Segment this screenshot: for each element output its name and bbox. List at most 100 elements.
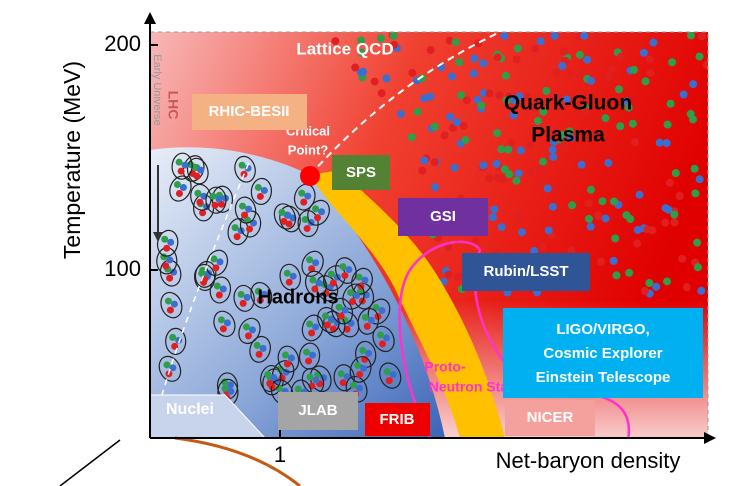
particle bbox=[383, 334, 391, 342]
universe-path bbox=[150, 159, 251, 438]
particle bbox=[285, 278, 293, 286]
hadron bbox=[323, 265, 346, 292]
particle bbox=[246, 225, 254, 233]
particle bbox=[690, 164, 699, 173]
particle bbox=[309, 276, 317, 284]
particle bbox=[515, 213, 524, 222]
particle bbox=[505, 170, 514, 179]
particle bbox=[544, 226, 553, 235]
particle bbox=[396, 110, 405, 119]
particle bbox=[372, 325, 395, 353]
facility-box bbox=[332, 155, 390, 190]
z-axis bbox=[59, 439, 121, 486]
particle bbox=[363, 322, 371, 330]
hadron bbox=[379, 362, 402, 389]
particle bbox=[298, 189, 306, 197]
particle bbox=[504, 145, 513, 154]
particle bbox=[209, 192, 217, 200]
particle bbox=[629, 65, 638, 74]
x-axis-label: Net-baryon density bbox=[496, 448, 681, 473]
particle bbox=[490, 205, 499, 214]
particle bbox=[169, 364, 177, 372]
particle bbox=[307, 199, 330, 226]
particle bbox=[321, 312, 329, 320]
particle bbox=[649, 38, 658, 47]
transition-band bbox=[310, 170, 505, 438]
particle bbox=[233, 233, 241, 241]
particle bbox=[537, 178, 546, 187]
particle bbox=[582, 107, 591, 116]
particle bbox=[351, 63, 360, 72]
pns-label: Neutron Stars bbox=[429, 379, 522, 395]
facility-box bbox=[462, 253, 590, 291]
particle bbox=[260, 364, 282, 393]
particle bbox=[191, 163, 199, 171]
particle bbox=[389, 32, 398, 40]
particle bbox=[259, 344, 267, 352]
particle bbox=[239, 299, 247, 307]
particle bbox=[341, 306, 349, 314]
particle bbox=[559, 143, 568, 152]
particle bbox=[697, 286, 706, 295]
particle bbox=[585, 214, 594, 223]
hadron bbox=[250, 281, 273, 309]
particle bbox=[376, 34, 385, 43]
particle bbox=[273, 203, 297, 230]
particle bbox=[531, 44, 540, 53]
particle bbox=[301, 314, 324, 342]
particle bbox=[312, 205, 320, 213]
facility-box bbox=[365, 403, 430, 436]
particle bbox=[347, 289, 355, 297]
particle bbox=[215, 195, 223, 203]
particle bbox=[501, 71, 510, 80]
particle bbox=[205, 269, 213, 277]
particle bbox=[526, 168, 535, 177]
particle bbox=[643, 225, 652, 234]
particle bbox=[408, 68, 417, 77]
particle bbox=[454, 272, 463, 281]
particle bbox=[359, 346, 367, 354]
particle bbox=[612, 271, 621, 280]
particle bbox=[586, 222, 595, 231]
particle bbox=[219, 285, 227, 293]
particle bbox=[213, 310, 236, 338]
particle bbox=[471, 236, 480, 245]
particle bbox=[630, 138, 639, 147]
facility-box bbox=[278, 392, 358, 430]
nuclei-label: Nuclei bbox=[166, 401, 214, 418]
hadron bbox=[298, 342, 321, 370]
particle bbox=[193, 263, 216, 291]
particle bbox=[533, 116, 542, 125]
particle bbox=[413, 107, 422, 116]
particle bbox=[577, 160, 586, 169]
particle bbox=[640, 286, 649, 295]
hadron bbox=[238, 317, 261, 345]
particle bbox=[294, 385, 302, 393]
particle bbox=[298, 342, 321, 370]
hadron-particles bbox=[156, 152, 402, 407]
particle bbox=[357, 36, 366, 45]
particle bbox=[679, 90, 688, 99]
particle bbox=[281, 351, 289, 359]
hadron bbox=[260, 364, 282, 393]
particle bbox=[308, 329, 316, 337]
particle bbox=[611, 234, 620, 243]
particle bbox=[693, 238, 702, 247]
particle bbox=[215, 291, 223, 299]
particle bbox=[682, 283, 691, 292]
particle bbox=[601, 214, 610, 223]
particle bbox=[357, 68, 366, 77]
particle bbox=[305, 357, 313, 365]
particle bbox=[455, 58, 464, 67]
hadron bbox=[250, 177, 273, 206]
particle bbox=[445, 112, 454, 121]
particle bbox=[549, 152, 558, 161]
qgp-particles bbox=[331, 32, 708, 299]
particle bbox=[479, 161, 488, 170]
bottom-arc bbox=[174, 436, 301, 486]
particle bbox=[663, 277, 672, 286]
particle bbox=[562, 95, 571, 104]
particle bbox=[170, 300, 178, 308]
critical-point-label: Point? bbox=[288, 142, 328, 157]
particle bbox=[211, 201, 219, 209]
